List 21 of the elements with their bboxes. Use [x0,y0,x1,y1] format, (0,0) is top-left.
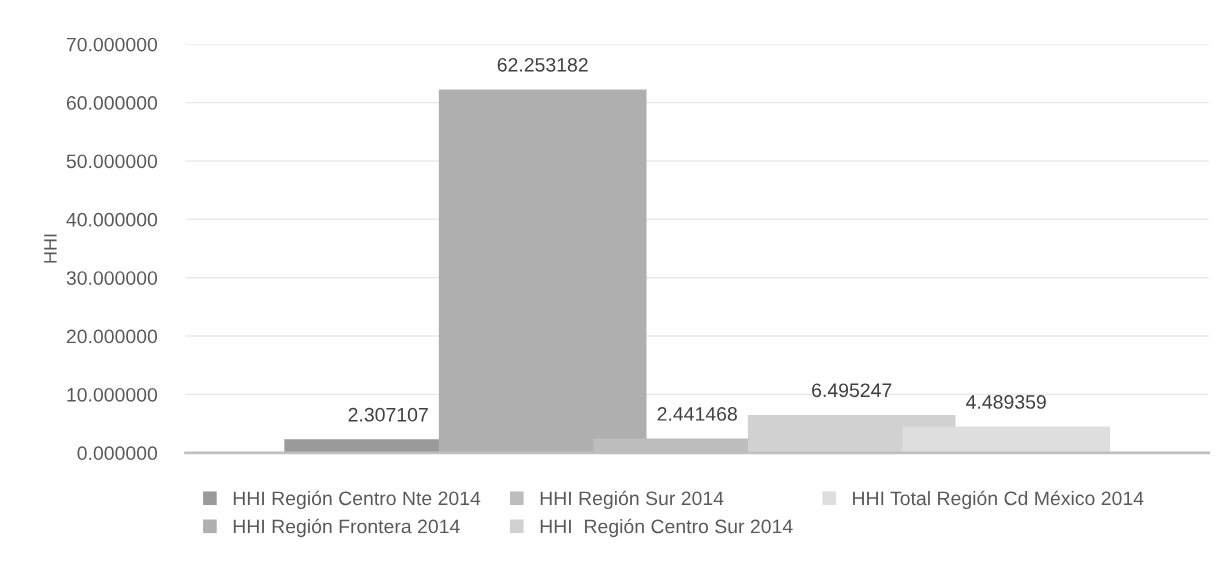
y-tick-label: 60.000000 [66,96,158,110]
y-tick-label: 30.000000 [66,271,158,285]
y-tick-label: 40.000000 [66,212,158,227]
bar [438,89,647,453]
legend-label: HHI Región Centro Sur 2014 [540,518,793,538]
legend-label: HHI Región Sur 2014 [540,490,724,510]
data-label: 4.489359 [966,395,1046,409]
legend-label: HHI Total Región Cd México 2014 [853,490,1144,510]
data-label: 2.441468 [657,407,737,421]
legend-label: HHI Región Frontera 2014 [233,518,460,538]
legend-label: HHI Región Centro Nte 2014 [233,490,481,510]
data-label: 6.495247 [812,383,892,398]
y-tick-label: 50.000000 [66,154,158,169]
data-label: 62.253182 [497,57,588,72]
y-axis-title: HHI [44,234,57,263]
bar [902,426,1111,453]
y-tick-label: 10.000000 [67,387,158,402]
y-tick-label: 0.000000 [77,446,158,461]
y-tick-label: 70.000000 [66,37,158,52]
data-label: 2.307107 [348,407,428,422]
y-tick-label: 20.000000 [66,329,158,344]
